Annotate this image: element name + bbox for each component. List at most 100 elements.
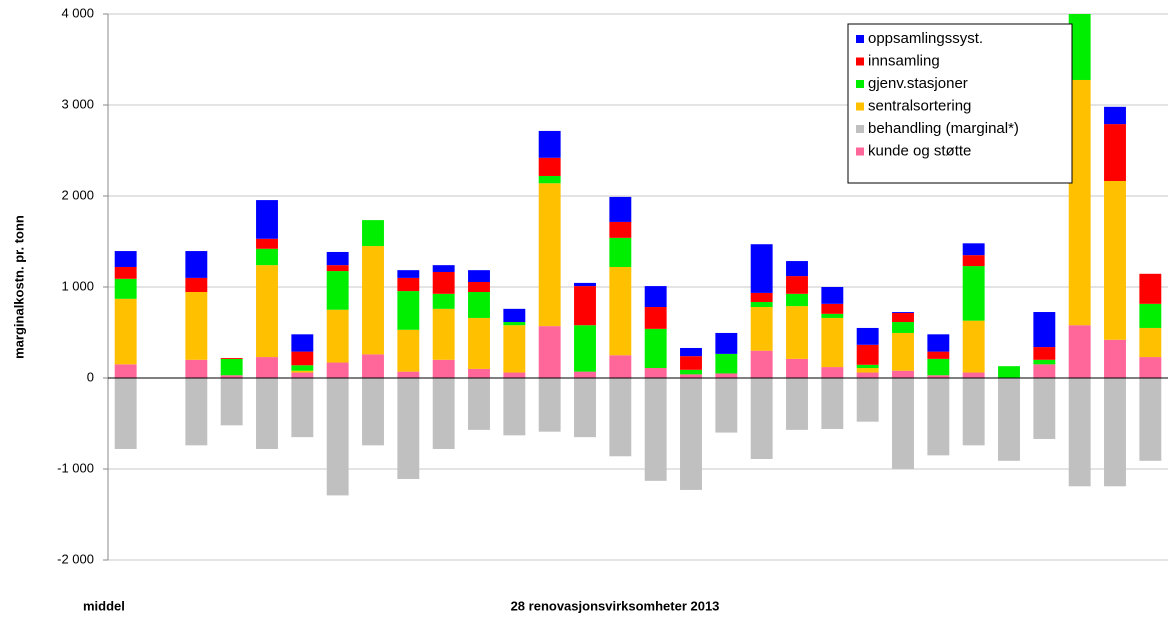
legend-label: sentralsortering [868,97,971,114]
bar-segment [291,370,314,373]
bar-segment [927,378,950,456]
bar-segment [326,362,349,378]
bar-segment [856,344,879,365]
x-axis-label: 28 renovasjonsvirksomheter 2013 [511,598,720,613]
bar-segment [1104,124,1126,181]
bar-segment [468,292,490,318]
bar-segment [114,298,137,365]
bar-segment [644,328,667,368]
bar-segment [750,302,773,308]
bar-segment [185,292,208,360]
bar-segment [1033,312,1056,348]
bar-segment [1033,378,1056,439]
bar-segment [644,307,667,329]
y-tick-label: -1 000 [57,460,94,475]
bar-segment [1104,106,1126,125]
bar-segment [397,277,420,292]
legend-label: gjenv.stasjoner [868,75,968,92]
bar-segment [1104,180,1126,340]
bar-segment [786,306,808,359]
bar-segment [291,378,314,438]
legend-box [847,23,1073,184]
bar-segment [962,320,985,373]
bar-segment [538,378,561,432]
bar-segment [256,378,278,449]
bar-segment [432,271,455,294]
bar-segment [256,238,278,249]
bar-segment [892,332,914,371]
bar-segment [114,278,137,299]
bar-segment [856,327,879,345]
bar-segment [1104,378,1126,487]
legend-swatch [856,57,864,66]
legend-swatch [856,80,864,88]
legend-swatch [856,147,864,156]
bar-segment [114,378,137,449]
bar-segment [503,308,526,323]
bar-segment [680,378,702,490]
y-tick-label: 4 000 [61,5,94,20]
bar-segment [1139,273,1162,304]
bar-segment [609,221,632,238]
bar-segment [680,347,702,357]
bar-segment [609,237,632,267]
bar-segment [397,378,420,480]
bar-segment [574,378,596,438]
bar-segment [1139,303,1162,328]
bar-segment [397,291,420,330]
bar-segment [786,293,808,307]
bar-segment [962,266,985,321]
bar-segment [362,220,384,247]
bar-segment [962,378,985,446]
bar-segment [432,293,455,309]
bar-segment [1139,327,1162,358]
bar-segment [397,270,420,278]
legend-label: behandling (marginal*) [868,120,1019,137]
y-axis-label: marginalkostn. pr. tonn [11,215,26,359]
bar-segment [185,378,208,446]
bar-segment [680,374,702,378]
bar-segment [1033,359,1056,365]
bar-segment [256,200,278,239]
bar-segment [1139,357,1162,378]
bar-segment [962,372,985,378]
bar-segment [432,378,455,449]
bar-segment [185,277,208,293]
bar-segment [1139,378,1162,461]
bar-segment [503,325,526,373]
bar-segment [821,367,844,378]
bar-segment [503,372,526,378]
bar-segment [574,282,596,287]
bar-segment [962,255,985,267]
bar-segment [927,358,950,376]
bar-segment [609,266,632,356]
bar-segment [644,378,667,481]
bar-segment [1033,347,1056,360]
bar-segment [432,308,455,360]
y-tick-label: 0 [87,369,94,384]
bar-segment [750,350,773,378]
bar-segment [750,378,773,459]
bar-segment [927,375,950,378]
bar-segment [927,351,950,359]
bar-segment [362,246,384,355]
bar-segment [927,334,950,352]
bar-segment [432,265,455,272]
bar-segment [1068,378,1091,487]
bar-segment [574,286,596,326]
bar-segment [326,265,349,272]
bar-segment [397,371,420,378]
bar-segment [291,372,314,378]
bar-segment [892,378,914,469]
bar-segment [644,286,667,308]
bar-segment [962,243,985,256]
bar-segment [892,312,914,313]
bar-segment [892,370,914,378]
bar-segment [821,317,844,368]
bar-segment [114,364,137,378]
bar-segment [750,244,773,293]
bar-segment [998,378,1020,461]
y-tick-label: 3 000 [61,96,94,111]
bar-segment [185,359,208,378]
bar-segment [892,322,914,333]
